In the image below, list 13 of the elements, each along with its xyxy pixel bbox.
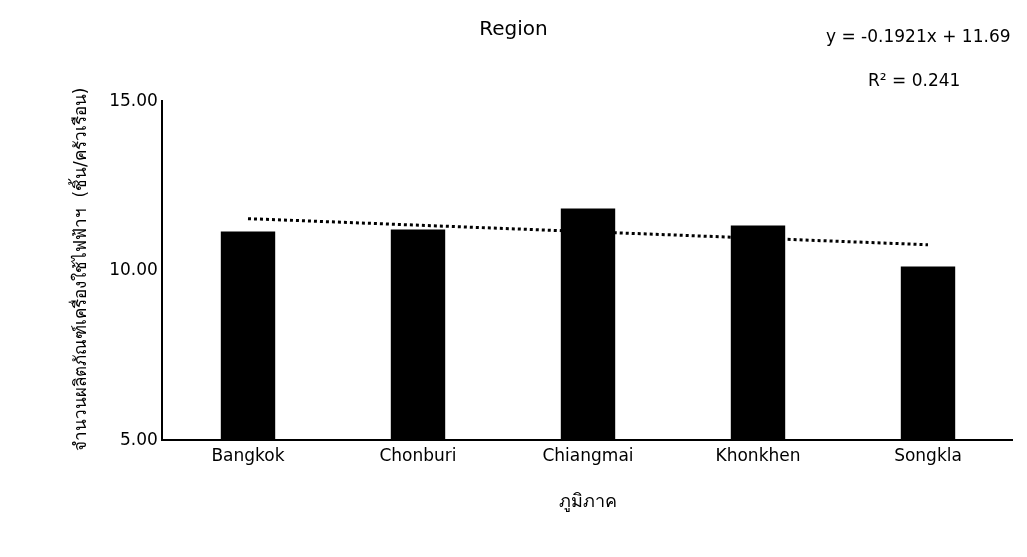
x-tick-label: Songkla <box>894 445 962 466</box>
y-tick-label: 10.00 <box>109 259 158 280</box>
x-tick-label: Bangkok <box>211 445 285 466</box>
y-tick-label: 5.00 <box>119 428 158 449</box>
x-tick-label: Khonkhen <box>715 445 801 466</box>
text: y = -0.1921x + 11.69 <box>826 26 1011 46</box>
x-axis-title: ภูมิภาค <box>559 489 617 512</box>
y-axis-title: จำนวนผลิตภัณฑ์เครื่องใช้ไฟฟ้าฯ (ชิ้น/ครัวเรือน) <box>68 87 91 452</box>
text: R² = 0.241 <box>868 70 961 90</box>
y-tick-label: 15.00 <box>109 89 158 110</box>
x-tick-label: Chiangmai <box>542 445 634 466</box>
x-tick-label: Chonburi <box>379 445 457 466</box>
chart-title: Region <box>479 15 548 40</box>
